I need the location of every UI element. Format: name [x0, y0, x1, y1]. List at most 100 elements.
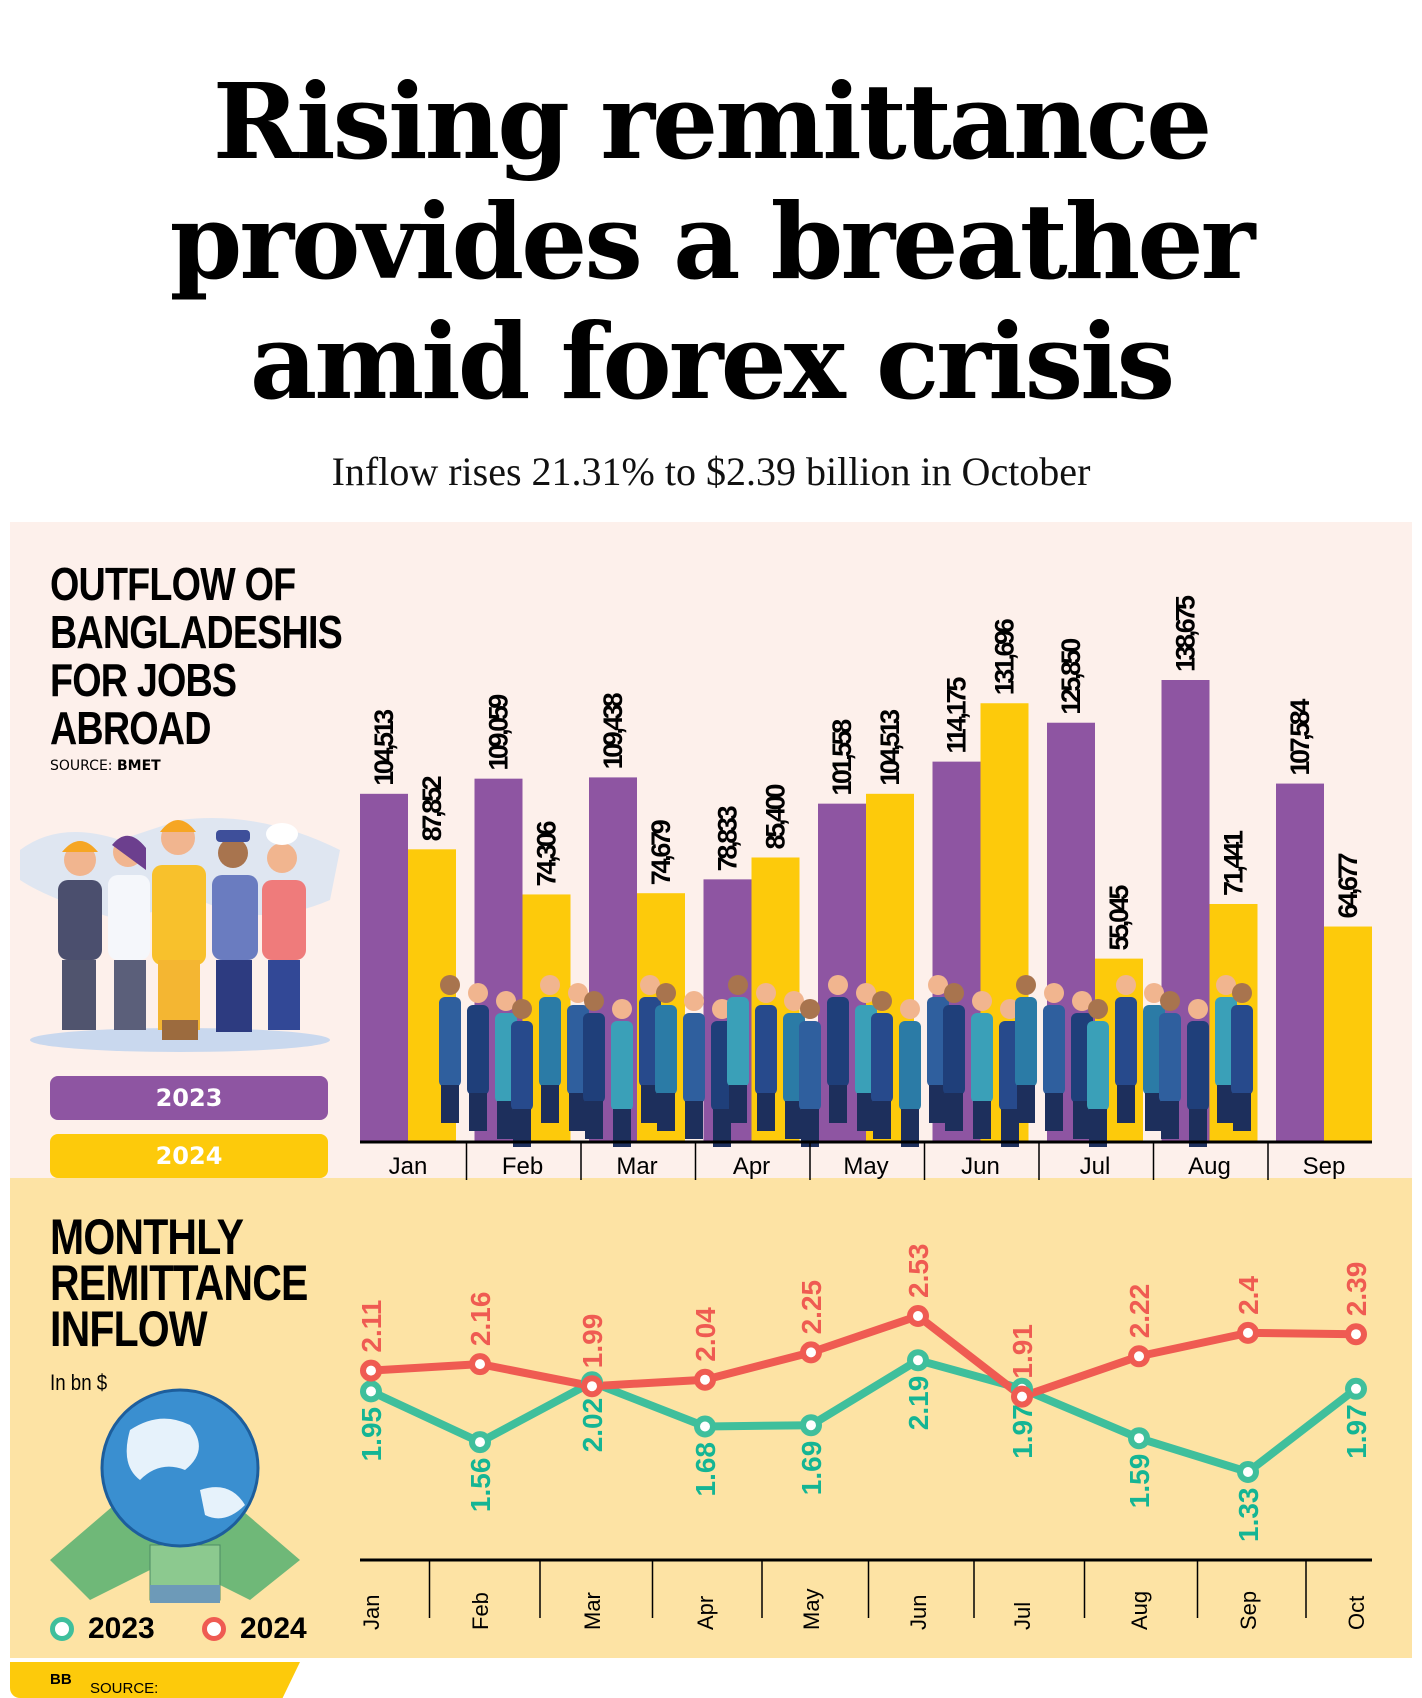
crowd-legs: [873, 1101, 891, 1139]
point-2024-Jul: [1011, 1385, 1033, 1408]
crowd-head: [468, 983, 488, 1003]
point-label: 1.56: [465, 1458, 496, 1513]
crowd-person: [871, 1013, 893, 1103]
crowd-legs: [469, 1093, 487, 1131]
crowd-head: [1216, 975, 1236, 995]
crowd-legs: [1161, 1101, 1179, 1139]
crowd-legs: [1233, 1093, 1251, 1131]
crowd-person: [1231, 1005, 1253, 1095]
crowd-head: [872, 991, 892, 1011]
crowd-legs: [1001, 1109, 1019, 1147]
crowd-head: [612, 999, 632, 1019]
crowd-person: [1087, 1021, 1109, 1111]
x-tick-label: Aug: [1127, 1591, 1152, 1630]
crowd-legs: [1089, 1109, 1107, 1147]
headline-line: amid forex crisis: [249, 300, 1175, 423]
headline: Rising remittance provides a breather am…: [0, 62, 1422, 422]
point-2023-Apr: [694, 1415, 716, 1438]
bar-label: 107,584: [1285, 699, 1315, 776]
line-2023: [369, 1356, 1359, 1476]
crowd-head: [944, 983, 964, 1003]
outflow-heading: OUTFLOW OF BANGLADESHIS FOR JOBS ABROAD: [50, 560, 343, 752]
crowd-person: [611, 1021, 633, 1111]
crowd-legs: [829, 1085, 847, 1123]
legend-label: 2023: [88, 1612, 155, 1645]
bar-label: 138,675: [1171, 595, 1201, 672]
crowd-legs: [585, 1101, 603, 1139]
crowd-person: [539, 997, 561, 1087]
crowd-head: [1016, 975, 1036, 995]
crowd-person: [1187, 1021, 1209, 1111]
x-tick-label: May: [799, 1588, 824, 1630]
crowd-person: [439, 997, 461, 1087]
bar-label: 78,833: [713, 805, 743, 871]
x-tick-label: May: [843, 1153, 888, 1180]
legend-2023: 2023: [50, 1076, 328, 1120]
crowd-legs: [901, 1109, 919, 1147]
bar-label: 55,045: [1104, 885, 1134, 951]
x-tick-label: Aug: [1188, 1153, 1231, 1180]
bar-label: 109,438: [598, 692, 628, 769]
crowd-head: [440, 975, 460, 995]
source-label: SOURCE:: [50, 758, 113, 774]
point-label: 2.16: [465, 1292, 496, 1347]
crowd-legs: [441, 1085, 459, 1123]
crowd-head: [1088, 999, 1108, 1019]
crowd-legs: [713, 1109, 731, 1147]
point-label: 1.97: [1007, 1404, 1038, 1459]
x-tick-label: Apr: [733, 1153, 770, 1180]
crowd-legs: [945, 1093, 963, 1131]
crowd-person: [511, 1021, 533, 1111]
point-label: 1.95: [356, 1407, 387, 1462]
point-2023-Aug: [1128, 1427, 1150, 1450]
x-tick-label: Mar: [616, 1153, 657, 1180]
point-2024-May: [800, 1341, 822, 1364]
crowd-legs: [685, 1101, 703, 1139]
bar-label: 104,513: [875, 709, 905, 786]
crowd-head: [900, 999, 920, 1019]
legend-2023-line: 2023: [50, 1612, 155, 1646]
crowd-legs: [513, 1109, 531, 1147]
point-2023-Feb: [469, 1431, 491, 1454]
bar-label: 87,852: [417, 775, 447, 841]
x-tick-label: Jul: [1010, 1602, 1035, 1630]
point-2024-Apr: [694, 1368, 716, 1391]
crowd-legs: [641, 1085, 659, 1123]
crowd-head: [1232, 983, 1252, 1003]
point-2024-Jan: [360, 1359, 382, 1382]
point-label: 2.53: [903, 1244, 934, 1299]
crowd-person: [1015, 997, 1037, 1087]
point-2024-Sep: [1237, 1321, 1259, 1344]
crowd-head: [928, 975, 948, 995]
crowd-legs: [1145, 1093, 1163, 1131]
crowd-head: [512, 999, 532, 1019]
crowd-head: [540, 975, 560, 995]
crowd-head: [972, 991, 992, 1011]
crowd-head: [568, 983, 588, 1003]
outflow-source: SOURCE: BMET: [50, 758, 161, 774]
x-tick-label: Oct: [1344, 1596, 1369, 1630]
source-value: BB: [50, 1671, 72, 1688]
crowd-legs: [1045, 1093, 1063, 1131]
crowd-legs: [1073, 1101, 1091, 1139]
x-tick-label: Sep: [1303, 1153, 1346, 1180]
crowd-head: [584, 991, 604, 1011]
crowd-person: [799, 1021, 821, 1111]
source-value: BMET: [116, 758, 161, 774]
remittance-source: SOURCE: BB: [10, 1662, 300, 1698]
crowd-person: [1115, 997, 1137, 1087]
crowd-person: [1159, 1013, 1181, 1103]
crowd-legs: [613, 1109, 631, 1147]
crowd-legs: [541, 1085, 559, 1123]
legend-marker-2023: [50, 1617, 74, 1641]
crowd-person: [755, 1005, 777, 1095]
crowd-legs: [973, 1101, 991, 1139]
bar-label: 131,696: [990, 618, 1020, 695]
crowd-legs: [785, 1101, 803, 1139]
x-tick-label: Jun: [906, 1595, 931, 1630]
bar-label: 64,677: [1333, 853, 1363, 919]
point-label: 1.91: [1007, 1324, 1038, 1379]
source-label: SOURCE:: [90, 1680, 159, 1697]
